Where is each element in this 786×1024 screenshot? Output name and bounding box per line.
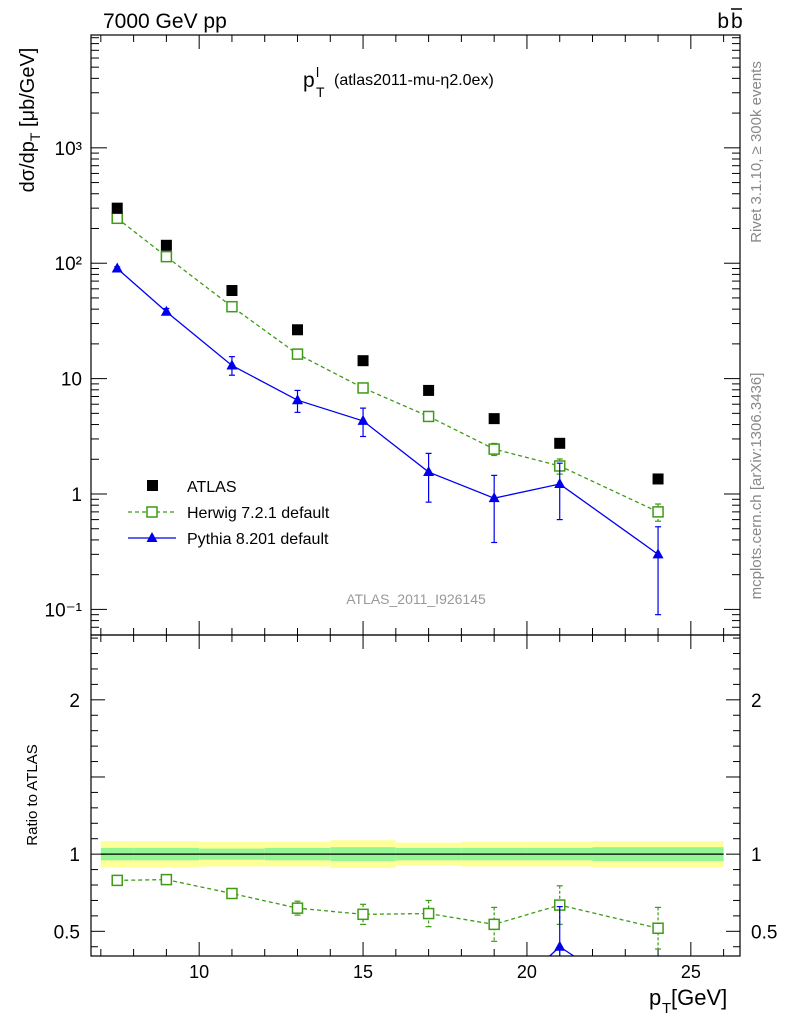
- side-text-bottom: mcplots.cern.ch [arXiv:1306.3436]: [748, 373, 765, 600]
- atlas-point: [292, 324, 303, 336]
- pythia-point: [160, 305, 172, 316]
- atlas-point: [226, 285, 238, 297]
- ratio-herwig-point: [291, 902, 304, 914]
- ratio-herwig-point: [160, 873, 173, 886]
- legend-pythia-label: Pythia 8.201 default: [187, 531, 329, 548]
- ratio-y-tick-label-right: 2: [751, 691, 762, 712]
- y-tick-label: 10²: [55, 254, 82, 275]
- tick-labels: 10 15 20 25 10⁻¹ 1 10 10² 10³ 0.5 0.5 1 1 2 2: [45, 139, 778, 982]
- ratio-herwig-point: [226, 887, 238, 900]
- main-plot-series: [111, 202, 664, 616]
- ratio-herwig-point: [652, 922, 664, 934]
- atlas-point: [111, 202, 123, 214]
- plot-title-sub: T: [316, 84, 325, 100]
- herwig-point: [488, 443, 500, 455]
- legend-atlas-marker: [147, 480, 158, 491]
- atlas-point: [423, 384, 435, 396]
- header-left: 7000 GeV pp: [103, 10, 227, 33]
- atlas-point: [652, 473, 664, 485]
- ratio-y-tick-label-right: 1: [751, 845, 762, 866]
- legend-herwig-marker: [146, 506, 158, 518]
- ratio-y-tick-label-left: 2: [69, 691, 80, 712]
- x-tick-label: 25: [681, 962, 701, 982]
- herwig-line: [116, 217, 659, 513]
- pythia-point: [652, 548, 664, 559]
- legend-pythia-marker: [146, 532, 158, 542]
- herwig-point: [160, 250, 173, 263]
- herwig-point: [226, 300, 238, 313]
- ratio-herwig-point: [357, 908, 369, 921]
- y-tick-label: 1: [71, 485, 82, 506]
- header-right-bbar: b: [731, 10, 743, 33]
- side-text-top: Rivet 3.1.10, ≥ 300k events: [748, 61, 765, 243]
- pythia-point: [488, 492, 500, 503]
- herwig-point: [422, 410, 435, 423]
- ratio-bands: [100, 840, 724, 869]
- x-tick-label: 15: [353, 962, 373, 982]
- analysis-id: ATLAS_2011_I926145: [346, 591, 486, 607]
- x-axis-label-post: [GeV]: [671, 985, 727, 1010]
- ratio-herwig-point: [488, 918, 500, 931]
- ratio-pythia-point: [554, 940, 566, 951]
- herwig-point: [357, 382, 369, 394]
- pythia-point: [226, 359, 238, 370]
- plot-title-sup: l: [316, 64, 319, 80]
- atlas-point: [357, 355, 369, 367]
- atlas-point: [554, 437, 566, 449]
- herwig-point: [291, 348, 304, 360]
- ratio-plot-series: [111, 873, 664, 957]
- y-axis-label: dσ/dpT [μb/GeV]: [17, 48, 43, 193]
- x-tick-label: 20: [517, 962, 537, 982]
- atlas-point: [160, 239, 172, 251]
- ratio-herwig-point: [422, 907, 435, 920]
- herwig-point: [111, 212, 123, 225]
- header-right: b b: [717, 8, 743, 33]
- ratio-y-axis-label: Ratio to ATLAS: [24, 744, 41, 845]
- ratio-y-tick-label-left: 0.5: [54, 922, 80, 943]
- x-axis-label-sub: T: [662, 1000, 671, 1017]
- legend-herwig-label: Herwig 7.2.1 default: [187, 505, 330, 522]
- y-tick-label: 10³: [55, 139, 82, 160]
- x-axis-label-main: p: [649, 985, 661, 1010]
- y-tick-label: 10⁻¹: [45, 600, 83, 621]
- plot-title-note: (atlas2011-mu-η2.0ex): [334, 72, 494, 89]
- legend-atlas-label: ATLAS: [187, 479, 237, 496]
- ratio-y-tick-label-right: 0.5: [751, 922, 777, 943]
- legend: ATLAS Herwig 7.2.1 default Pythia 8.201 …: [128, 479, 330, 548]
- x-tick-label: 10: [189, 962, 209, 982]
- x-axis-label: p T [GeV]: [649, 985, 727, 1017]
- y-tick-label: 10: [61, 370, 82, 391]
- ratio-herwig-line: [117, 878, 659, 929]
- pythia-point: [357, 414, 369, 425]
- pythia-point: [423, 466, 435, 477]
- pythia-point: [111, 262, 123, 273]
- ratio-y-tick-label-left: 1: [69, 845, 80, 866]
- plot-title: p l T (atlas2011-mu-η2.0ex): [303, 64, 494, 100]
- pythia-point: [554, 478, 566, 489]
- header-right-b: b: [717, 10, 729, 33]
- plot-title-main: p: [303, 69, 315, 92]
- ratio-herwig-point: [111, 874, 123, 887]
- herwig-point: [652, 506, 664, 518]
- atlas-point: [488, 413, 500, 425]
- pythia-point: [292, 394, 303, 405]
- ratio-plot-frame: [90, 634, 741, 957]
